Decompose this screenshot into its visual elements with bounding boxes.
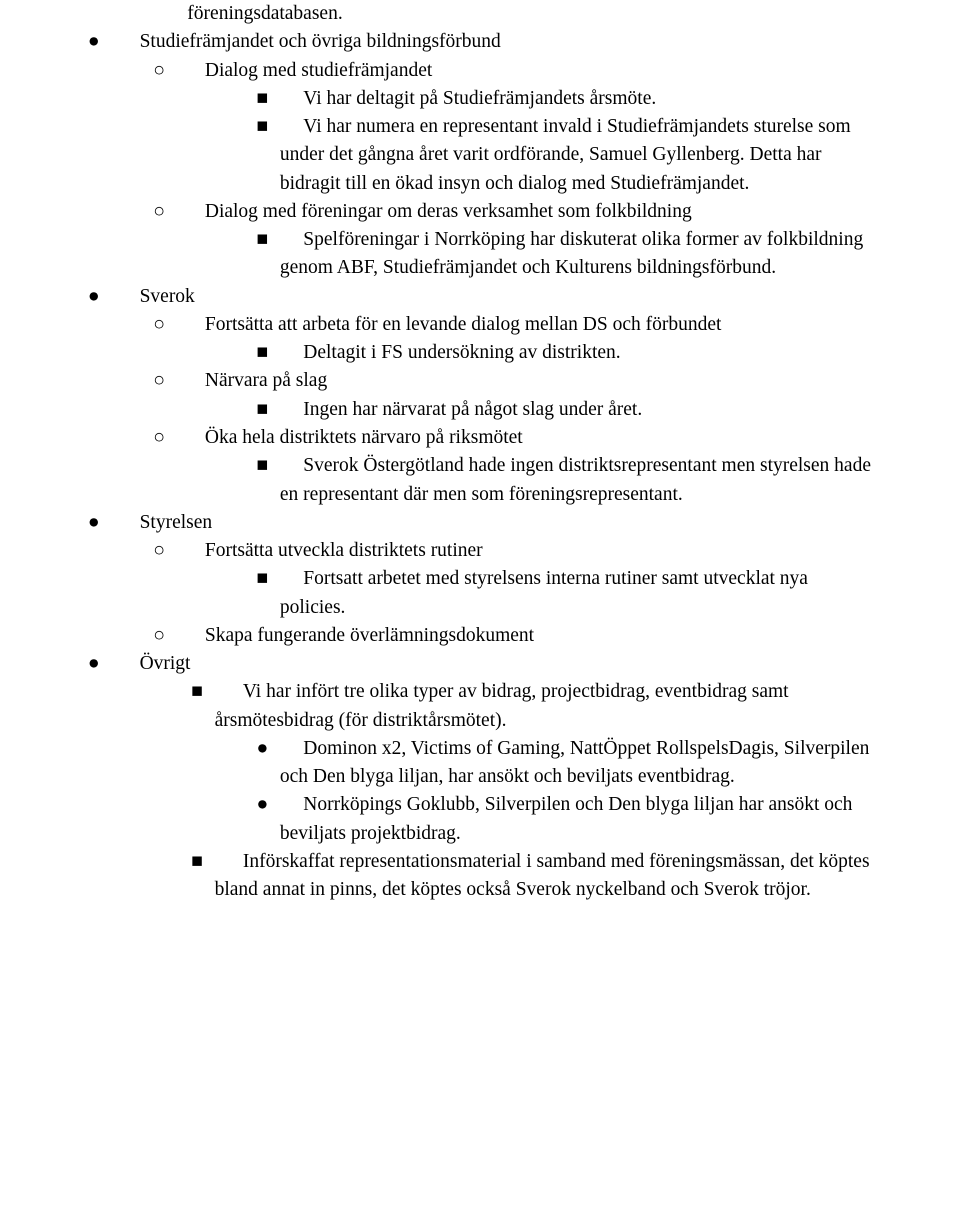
section-styrelsen: Styrelsen Fortsätta utveckla distriktets…	[111, 509, 876, 650]
item-riksmotet: Öka hela distriktets närvaro på riksmöte…	[177, 424, 876, 509]
item-label: Närvara på slag	[181, 370, 327, 391]
sub-item: Vi har deltagit på Studiefrämjandets års…	[280, 85, 876, 113]
sub-item: Fortsatt arbetet med styrelsens interna …	[280, 565, 876, 622]
item-narvara-slag: Närvara på slag Ingen har närvarat på nå…	[177, 367, 876, 424]
item-levande-dialog: Fortsätta att arbeta för en levande dial…	[177, 311, 876, 368]
sub-text: Vi har infört tre olika typer av bidrag,…	[215, 681, 789, 730]
document-page: föreningsdatabasen. Studiefrämjandet och…	[0, 0, 960, 1228]
sub-item: Spelföreningar i Norrköping har diskuter…	[280, 226, 876, 283]
sub-text: Ingen har närvarat på något slag under å…	[280, 399, 642, 420]
ovrigt-square-bidrag: Vi har infört tre olika typer av bidrag,…	[215, 678, 876, 848]
section-ovrigt: Övrigt	[111, 650, 876, 678]
section-title: Övrigt	[116, 653, 190, 674]
item-label: Skapa fungerande överlämningsdokument	[181, 625, 534, 646]
sub-text: Deltagit i FS undersökning av distrikten…	[280, 342, 621, 363]
item-label: Fortsätta att arbeta för en levande dial…	[181, 314, 721, 335]
item-label: Fortsätta utveckla distriktets rutiner	[181, 540, 482, 561]
sub-item: Sverok Östergötland hade ingen distrikts…	[280, 452, 876, 509]
sub-item: Ingen har närvarat på något slag under å…	[280, 396, 876, 424]
nested-disc-item: Dominon x2, Victims of Gaming, NattÖppet…	[280, 735, 876, 792]
section-sverok: Sverok Fortsätta att arbeta för en levan…	[111, 283, 876, 509]
ovrigt-square-representationsmaterial: Införskaffat representationsmaterial i s…	[215, 848, 876, 905]
sub-text: Sverok Östergötland hade ingen distrikts…	[280, 455, 871, 504]
section-title: Sverok	[116, 286, 195, 307]
sub-text: Införskaffat representationsmaterial i s…	[215, 851, 870, 900]
sub-item: Vi har numera en representant invald i S…	[280, 113, 876, 198]
item-overlamningsdokument: Skapa fungerande överlämningsdokument	[177, 622, 876, 650]
sub-text: Vi har deltagit på Studiefrämjandets års…	[280, 88, 656, 109]
item-label: Dialog med studiefrämjandet	[181, 60, 432, 81]
orphan-continuation-line: föreningsdatabasen.	[187, 0, 876, 28]
item-label: Dialog med föreningar om deras verksamhe…	[181, 201, 691, 222]
sub-text: Spelföreningar i Norrköping har diskuter…	[280, 229, 863, 278]
item-label: Öka hela distriktets närvaro på riksmöte…	[181, 427, 522, 448]
sub-text: Fortsatt arbetet med styrelsens interna …	[280, 568, 808, 617]
nested-text: Norrköpings Goklubb, Silverpilen och Den…	[280, 794, 853, 843]
nested-text: Dominon x2, Victims of Gaming, NattÖppet…	[280, 738, 869, 787]
section-studieframjandet: Studiefrämjandet och övriga bildningsför…	[111, 28, 876, 282]
item-dialog-foreningar: Dialog med föreningar om deras verksamhe…	[177, 198, 876, 283]
section-title: Styrelsen	[116, 512, 212, 533]
item-utveckla-rutiner: Fortsätta utveckla distriktets rutiner F…	[177, 537, 876, 622]
sub-text: Vi har numera en representant invald i S…	[280, 116, 851, 194]
item-dialog-studieframjandet: Dialog med studiefrämjandet Vi har delta…	[177, 57, 876, 198]
section-title: Studiefrämjandet och övriga bildningsför…	[116, 31, 501, 52]
sub-item: Deltagit i FS undersökning av distrikten…	[280, 339, 876, 367]
nested-disc-item: Norrköpings Goklubb, Silverpilen och Den…	[280, 791, 876, 848]
